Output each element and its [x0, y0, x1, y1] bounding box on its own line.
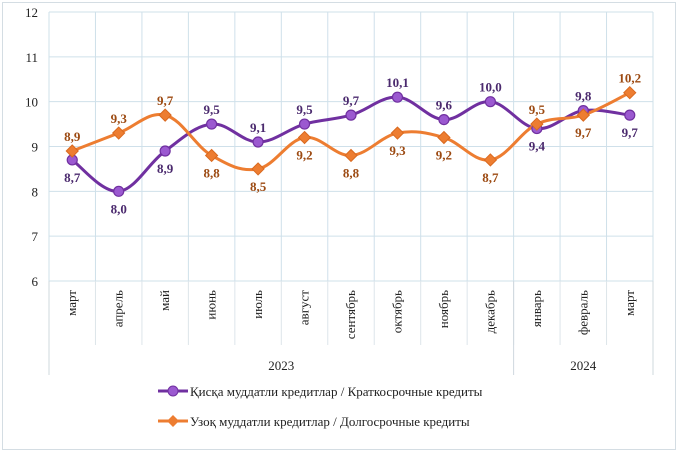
data-point	[483, 153, 498, 167]
data-label: 9,7	[575, 125, 592, 140]
data-label: 9,4	[529, 139, 546, 154]
data-label: 8,8	[343, 165, 360, 180]
data-label: 9,2	[436, 148, 452, 163]
data-label: 8,9	[157, 161, 174, 176]
data-point	[484, 96, 496, 108]
data-point	[158, 108, 172, 122]
data-point	[204, 148, 219, 163]
data-point	[345, 109, 357, 121]
year-label: 2024	[570, 358, 597, 373]
x-tick-label: июль	[250, 290, 265, 319]
data-point	[344, 148, 358, 163]
data-label: 10,0	[479, 80, 502, 95]
x-tick-label: август	[297, 290, 312, 326]
data-label: 9,5	[203, 102, 220, 117]
y-tick-label: 6	[32, 274, 39, 289]
x-tick-label: октябрь	[389, 290, 404, 333]
data-point	[623, 85, 637, 100]
legend-marker-diamond-icon	[167, 415, 179, 427]
y-tick-label: 9	[32, 140, 39, 155]
x-tick-label: сентябрь	[343, 290, 358, 339]
data-label: 9,5	[296, 102, 313, 117]
x-tick-label: апрель	[111, 290, 126, 327]
data-point	[111, 126, 126, 140]
legend-label: Узоқ муддатли кредитлар / Долгосрочные к…	[190, 414, 470, 429]
x-tick-label: июнь	[204, 290, 219, 320]
x-tick-label: март	[64, 290, 79, 316]
x-tick-label: январь	[529, 290, 544, 327]
data-label: 10,1	[386, 75, 409, 90]
y-tick-label: 11	[25, 50, 38, 65]
legend-marker-circle-icon	[167, 385, 179, 397]
data-point	[159, 145, 171, 157]
data-point	[297, 130, 312, 145]
data-label: 9,1	[250, 120, 266, 135]
data-label: 9,7	[157, 93, 174, 108]
y-tick-label: 10	[25, 95, 38, 110]
data-label: 9,3	[389, 143, 406, 158]
data-label: 8,5	[250, 179, 267, 194]
y-tick-label: 8	[32, 184, 39, 199]
x-tick-label: февраль	[575, 290, 590, 335]
data-point	[252, 136, 264, 148]
data-point	[113, 185, 125, 197]
data-point	[624, 109, 636, 121]
data-label: 9,7	[622, 125, 639, 140]
data-label: 8,9	[64, 129, 81, 144]
data-label: 9,2	[296, 148, 312, 163]
x-tick-label: март	[622, 290, 637, 316]
data-label: 9,7	[343, 93, 360, 108]
data-point	[298, 118, 311, 130]
data-label: 10,2	[618, 71, 641, 86]
data-point	[206, 118, 218, 130]
data-point	[438, 113, 450, 126]
data-label: 9,5	[529, 102, 546, 117]
data-point	[390, 126, 405, 140]
y-tick-label: 12	[25, 5, 38, 20]
data-point	[391, 91, 404, 103]
x-tick-label: декабрь	[482, 290, 497, 333]
data-label: 9,3	[111, 111, 128, 126]
y-tick-label: 7	[32, 229, 39, 244]
data-point	[65, 144, 79, 158]
data-label: 8,7	[482, 170, 499, 185]
data-label: 8,8	[203, 165, 220, 180]
data-label: 8,0	[111, 201, 127, 216]
data-point	[437, 130, 451, 145]
x-tick-label: ноябрь	[436, 290, 451, 328]
year-label: 2023	[268, 358, 294, 373]
data-point	[576, 108, 591, 122]
data-point	[530, 117, 544, 131]
legend-label: Қисқа муддатли кредитлар / Краткосрочные…	[190, 384, 483, 399]
data-label: 9,6	[436, 98, 453, 113]
data-point	[251, 162, 265, 176]
data-label: 9,8	[575, 89, 592, 104]
x-tick-label: май	[157, 290, 172, 311]
data-label: 8,7	[64, 170, 81, 185]
